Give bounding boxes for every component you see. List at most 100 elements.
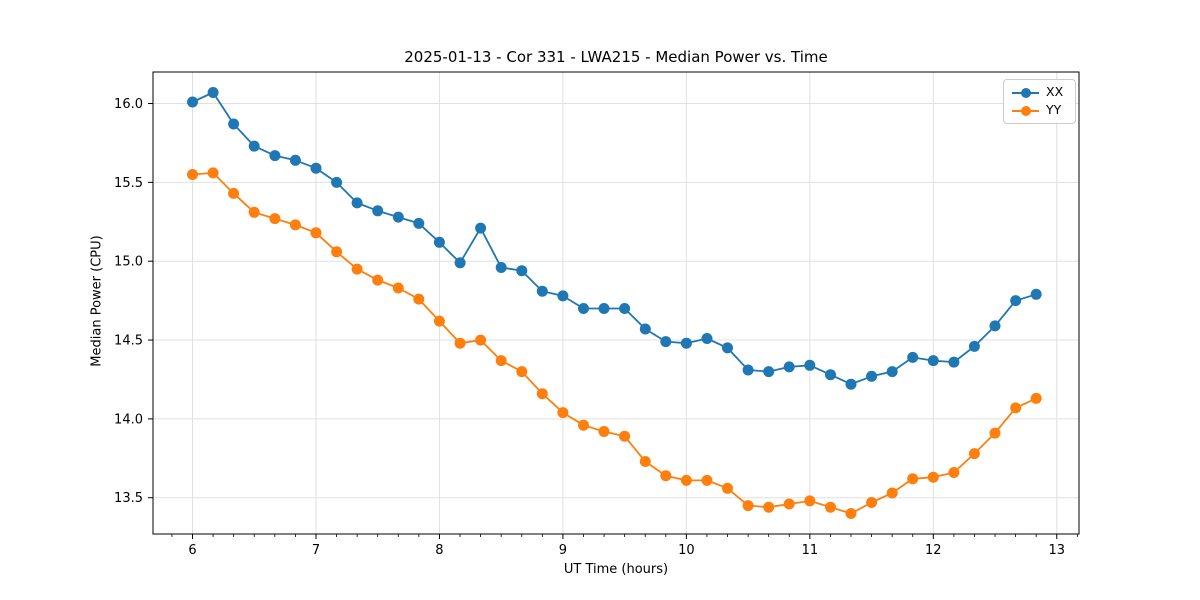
data-point-yy [948, 467, 960, 478]
data-point-yy [413, 293, 425, 305]
data-point-yy [495, 355, 507, 367]
data-point-yy [968, 448, 980, 460]
data-point-xx [433, 236, 445, 248]
data-point-xx [248, 140, 260, 152]
data-point-xx [907, 351, 919, 363]
data-point-yy [825, 501, 836, 513]
data-point-yy [392, 282, 404, 294]
y-tick-label: 13.5 [114, 491, 143, 506]
data-point-yy [351, 263, 363, 275]
data-point-xx [413, 217, 425, 229]
data-point-xx [536, 285, 548, 297]
data-point-yy [989, 427, 1001, 439]
data-point-xx [557, 290, 569, 302]
data-point-xx [578, 303, 589, 314]
data-point-xx [680, 337, 692, 349]
data-point-xx [742, 364, 754, 376]
x-tick-label: 10 [678, 543, 695, 558]
data-point-yy [310, 227, 322, 239]
data-point-xx [495, 262, 507, 273]
data-point-yy [475, 334, 487, 346]
data-point-yy [783, 498, 795, 510]
y-tick-label: 16.0 [114, 97, 143, 112]
x-axis-label: UT Time (hours) [563, 562, 669, 577]
x-tick-label: 7 [312, 543, 320, 558]
y-tick-label: 14.0 [114, 412, 143, 427]
data-point-xx [866, 370, 878, 382]
data-point-xx [783, 361, 795, 373]
data-point-yy [187, 169, 198, 180]
x-tick-label: 13 [1049, 543, 1066, 558]
data-point-yy [372, 274, 384, 286]
data-point-yy [207, 167, 219, 179]
data-point-yy [331, 246, 343, 258]
data-point-yy [598, 426, 610, 437]
x-tick-label: 8 [435, 543, 443, 558]
data-point-xx [351, 197, 363, 209]
plot-border [152, 71, 1080, 535]
legend-marker-xx [1012, 86, 1039, 99]
data-point-xx [639, 323, 651, 335]
data-point-yy [722, 482, 733, 494]
data-point-xx [619, 303, 631, 314]
data-point-xx [187, 96, 198, 108]
data-point-xx [331, 176, 343, 188]
x-tick-label: 9 [559, 543, 567, 558]
data-point-xx [372, 205, 384, 217]
data-point-xx [392, 211, 404, 223]
data-point-xx [886, 366, 898, 378]
x-tick-label: 12 [925, 543, 942, 558]
data-point-xx [207, 87, 219, 98]
data-point-yy [1010, 402, 1022, 414]
data-point-xx [660, 336, 672, 348]
data-point-yy [907, 473, 919, 485]
data-point-xx [1030, 288, 1042, 300]
data-point-xx [475, 222, 487, 234]
data-point-yy [680, 474, 692, 486]
legend-item-xx: XX [1012, 85, 1075, 100]
data-point-yy [804, 495, 816, 507]
data-point-yy [289, 219, 301, 231]
y-tick-label: 14.5 [114, 334, 143, 349]
data-point-yy [269, 213, 281, 225]
data-point-yy [557, 407, 569, 419]
data-point-yy [433, 315, 445, 327]
data-point-xx [289, 154, 301, 166]
data-point-xx [310, 162, 322, 174]
data-point-yy [516, 366, 528, 378]
x-tick-label: 6 [188, 543, 196, 558]
data-point-xx [825, 369, 836, 381]
legend-marker-yy [1012, 104, 1039, 117]
y-tick-label: 15.0 [114, 255, 143, 270]
data-point-xx [927, 355, 939, 367]
data-point-yy [763, 501, 775, 513]
chart-title: 2025-01-13 - Cor 331 - LWA215 - Median P… [404, 48, 828, 66]
data-point-xx [989, 320, 1001, 332]
data-point-xx [948, 356, 960, 368]
y-axis-label: Median Power (CPU) [89, 235, 105, 367]
data-point-yy [454, 337, 466, 349]
data-point-xx [845, 378, 857, 390]
data-point-xx [722, 342, 733, 354]
data-point-yy [228, 187, 240, 199]
series-line-yy [191, 171, 1038, 515]
data-point-yy [866, 497, 878, 508]
data-point-yy [886, 487, 898, 499]
y-tick-label: 15.5 [114, 176, 143, 191]
data-point-xx [701, 333, 713, 344]
data-point-xx [804, 359, 816, 371]
data-point-xx [269, 150, 281, 162]
data-point-yy [619, 430, 631, 442]
data-point-xx [1010, 295, 1022, 307]
data-point-yy [845, 508, 857, 519]
data-point-yy [660, 470, 672, 482]
data-point-yy [701, 474, 713, 486]
data-point-xx [516, 265, 528, 277]
data-point-yy [1030, 392, 1042, 404]
data-point-yy [639, 456, 651, 467]
legend-label-yy: YY [1046, 102, 1062, 118]
data-point-xx [228, 118, 240, 130]
data-point-xx [968, 340, 980, 352]
